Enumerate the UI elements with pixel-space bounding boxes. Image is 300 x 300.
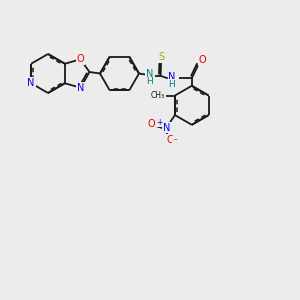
Text: O: O	[199, 55, 206, 65]
Text: O: O	[166, 135, 174, 145]
Text: N: N	[77, 83, 84, 93]
Text: O: O	[148, 119, 155, 129]
Text: CH₃: CH₃	[151, 91, 165, 100]
Text: ⁻: ⁻	[172, 137, 178, 147]
Text: N: N	[163, 123, 170, 133]
Text: H: H	[169, 80, 176, 89]
Text: N: N	[168, 72, 176, 82]
Text: +: +	[156, 118, 162, 127]
Text: N: N	[146, 69, 154, 80]
Text: S: S	[158, 52, 164, 62]
Text: N: N	[27, 78, 35, 88]
Text: O: O	[77, 54, 84, 64]
Text: H: H	[146, 77, 153, 86]
